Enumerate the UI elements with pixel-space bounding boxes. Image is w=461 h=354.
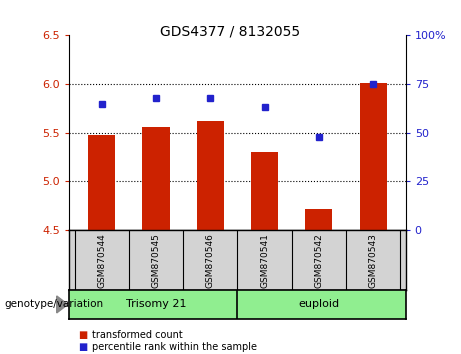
Polygon shape (57, 296, 68, 313)
Text: ■: ■ (78, 330, 88, 339)
Bar (142, 127, 170, 230)
Text: Trisomy 21: Trisomy 21 (126, 299, 186, 309)
Bar (88, 135, 115, 230)
Bar (360, 83, 387, 230)
Text: euploid: euploid (298, 299, 339, 309)
Text: percentile rank within the sample: percentile rank within the sample (92, 342, 257, 352)
Text: GSM870543: GSM870543 (369, 233, 378, 288)
Text: transformed count: transformed count (92, 330, 183, 339)
Text: GSM870542: GSM870542 (314, 233, 323, 287)
Bar (197, 121, 224, 230)
Text: GSM870541: GSM870541 (260, 233, 269, 288)
Text: ■: ■ (78, 342, 88, 352)
Text: GSM870546: GSM870546 (206, 233, 215, 288)
Text: GSM870545: GSM870545 (152, 233, 160, 288)
Text: GDS4377 / 8132055: GDS4377 / 8132055 (160, 25, 301, 39)
Bar (251, 152, 278, 230)
Text: GSM870544: GSM870544 (97, 233, 106, 287)
Bar (305, 209, 332, 230)
Text: genotype/variation: genotype/variation (5, 299, 104, 309)
